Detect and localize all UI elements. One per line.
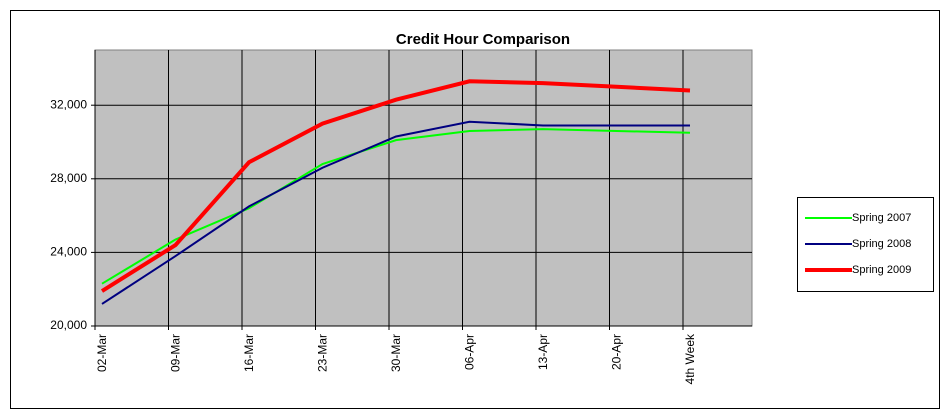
- x-tick-label: 16-Mar: [242, 334, 256, 372]
- legend-label: Spring 2007: [852, 212, 911, 224]
- x-tick-label: 02-Mar: [95, 334, 109, 372]
- chart-title: Credit Hour Comparison: [396, 31, 570, 48]
- series-line: [101, 128, 691, 285]
- x-tick-label: 4th Week: [683, 333, 697, 384]
- x-tick-label: 09-Mar: [169, 334, 183, 372]
- legend-label: Spring 2008: [852, 238, 911, 250]
- series-line: [100, 79, 691, 293]
- legend-label: Spring 2009: [852, 264, 911, 276]
- x-tick-label: 30-Mar: [389, 334, 403, 372]
- series-line: [101, 120, 690, 305]
- x-tick-label: 13-Apr: [536, 334, 550, 370]
- plot-area: [94, 49, 753, 327]
- y-tick-label: 20,000: [50, 318, 87, 332]
- y-tick-label: 32,000: [50, 97, 87, 111]
- x-tick-label: 06-Apr: [463, 334, 477, 370]
- x-tick-label: 20-Apr: [610, 334, 624, 370]
- y-tick-label: 24,000: [50, 245, 87, 259]
- y-tick-label: 28,000: [50, 171, 87, 185]
- x-tick-label: 23-Mar: [316, 334, 330, 372]
